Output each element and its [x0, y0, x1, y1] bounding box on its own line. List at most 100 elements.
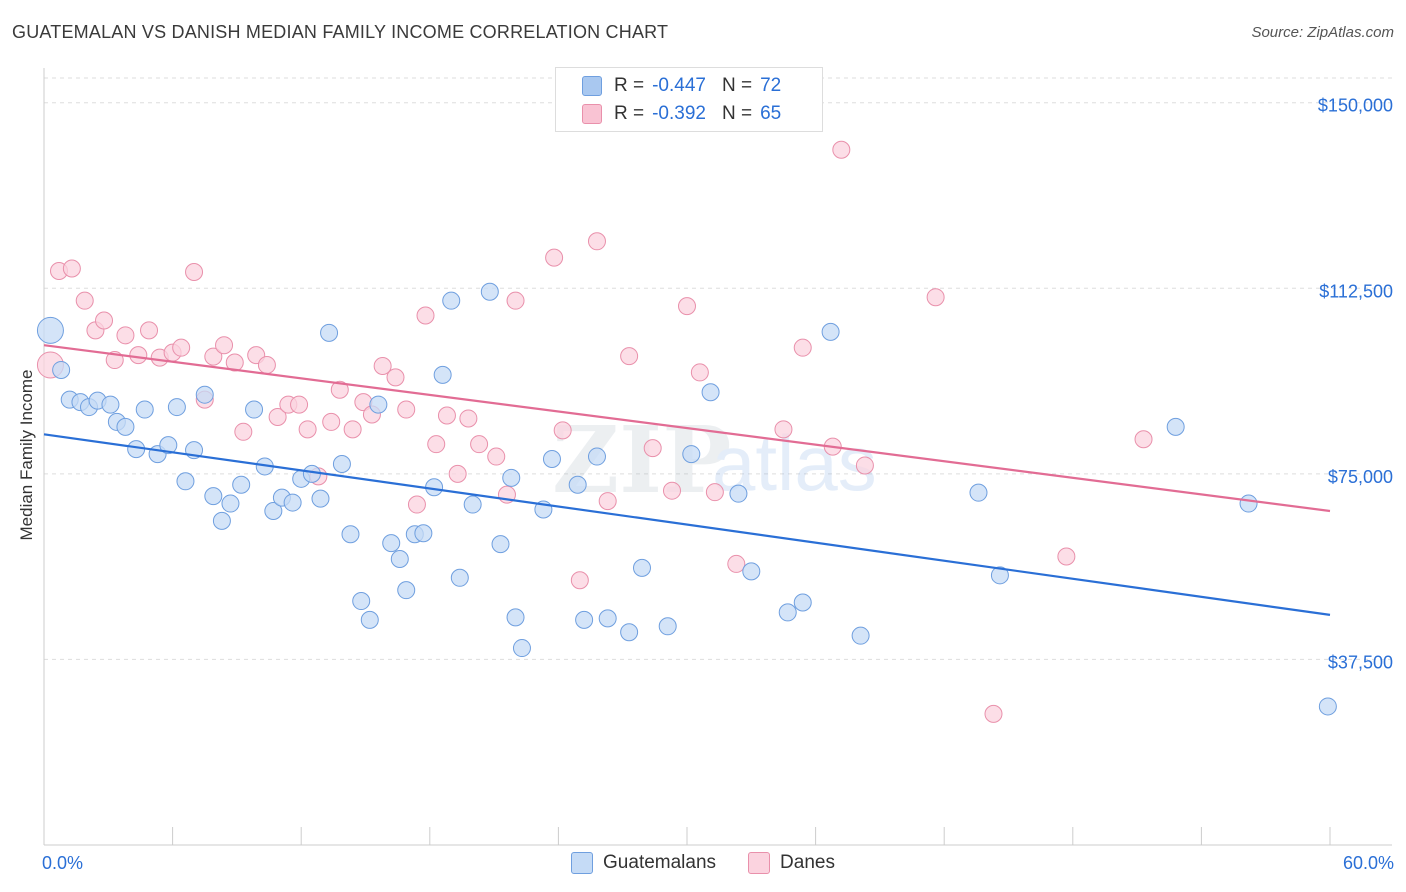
danes-point: [407, 495, 426, 514]
guatemalans-point: [135, 400, 154, 419]
guatemalans-point: [568, 475, 587, 494]
guatemalans-point: [480, 282, 499, 301]
guatemalans-point: [793, 593, 812, 612]
guatemalans-point: [512, 639, 531, 658]
danes-point: [487, 447, 506, 466]
stats-row-guatemalans: R = -0.447 N = 72: [582, 73, 781, 99]
guatemalans-points: [36, 282, 1337, 716]
danes-legend-swatch: [748, 852, 771, 874]
danes-point: [1134, 430, 1153, 449]
y-tick-label: $37,500: [1328, 652, 1393, 672]
danes-point: [553, 421, 572, 440]
y-tick-labels: $37,500 $75,000 $112,500 $150,000: [1318, 96, 1393, 673]
guatemalans-point: [1239, 494, 1258, 513]
legend-label: Danes: [780, 852, 835, 873]
danes-point: [225, 353, 244, 372]
guatemalans-point: [332, 454, 351, 473]
guatemalans-point: [620, 623, 639, 642]
danes-trend-line: [43, 344, 1331, 513]
danes-point: [643, 439, 662, 458]
danes-point: [95, 311, 114, 330]
guatemalans-point: [283, 493, 302, 512]
guatemalans-point: [701, 383, 720, 402]
danes-point: [330, 380, 349, 399]
danes-point: [437, 406, 456, 425]
guatemalans-point: [542, 450, 561, 469]
guatemalans-point: [742, 562, 761, 581]
guatemalans-point: [232, 475, 251, 494]
guatemalans-point: [778, 603, 797, 622]
guatemalans-point: [821, 322, 840, 341]
x-tick-min: 0.0%: [42, 853, 84, 873]
guatemalans-point: [658, 617, 677, 636]
danes-point: [678, 297, 696, 316]
danes-swatch: [582, 104, 602, 124]
danes-point: [545, 248, 564, 267]
y-tick-label: $75,000: [1328, 467, 1393, 487]
danes-point: [172, 338, 191, 357]
stats-legend: R = -0.447 N = 72 R = -0.392 N = 65: [555, 67, 823, 132]
n-value: 72: [760, 75, 782, 96]
danes-point: [705, 483, 724, 502]
source-note: Source: ZipAtlas.com: [1251, 24, 1394, 41]
guatemalans-point: [632, 558, 651, 577]
danes-point: [793, 338, 812, 357]
guatemalans-point: [204, 487, 223, 506]
danes-point: [984, 704, 1003, 723]
guatemalans-point: [302, 464, 321, 483]
n-label: N =: [721, 103, 753, 124]
danes-point: [204, 347, 223, 366]
guatemalans-point: [369, 395, 388, 414]
danes-point: [620, 347, 639, 366]
guatemalans-point: [969, 483, 988, 502]
danes-point: [662, 481, 681, 500]
watermark-zip: ZIP: [552, 406, 731, 514]
danes-point: [185, 262, 204, 281]
r-value: -0.392: [652, 103, 706, 124]
legend-label: Guatemalans: [603, 852, 717, 873]
n-value: 65: [760, 103, 782, 124]
guatemalans-point: [382, 534, 401, 553]
r-label: R =: [614, 75, 645, 96]
danes-point: [1057, 547, 1076, 566]
guatemalans-point: [414, 524, 433, 543]
guatemalans-point: [36, 316, 64, 344]
danes-point: [855, 456, 874, 475]
guatemalans-point: [264, 501, 283, 520]
danes-point: [373, 356, 392, 375]
guatemalans-point: [587, 447, 606, 466]
series-legend: Guatemalans Danes: [0, 852, 1406, 874]
guatemalans-point: [491, 535, 510, 554]
watermark: ZIP atlas: [552, 406, 877, 514]
trend-lines: [43, 344, 1331, 616]
danes-point: [774, 420, 793, 439]
stats-row-danes: R = -0.392 N = 65: [582, 101, 781, 127]
guatemalans-point: [195, 385, 214, 404]
danes-point: [322, 412, 341, 431]
guatemalans-point: [101, 395, 120, 414]
n-label: N =: [721, 75, 753, 96]
guatemalans-point: [352, 592, 371, 611]
x-tick-max: 60.0%: [1342, 853, 1394, 873]
guatemalans-point: [682, 445, 701, 464]
guatemalans-point: [360, 610, 379, 629]
guatemalans-trend-line: [43, 433, 1331, 616]
guatemalans-point: [598, 609, 617, 628]
danes-point: [75, 291, 94, 310]
guatemalans-swatch: [582, 76, 602, 96]
gridlines: [44, 77, 1392, 660]
danes-point: [215, 336, 234, 355]
guatemalans-point: [442, 291, 461, 310]
danes-point: [62, 259, 81, 278]
guatemalans-point: [575, 610, 594, 629]
danes-point: [129, 346, 148, 365]
guatemalans-point: [397, 581, 416, 600]
chart-title: GUATEMALAN VS DANISH MEDIAN FAMILY INCOM…: [12, 22, 669, 42]
guatemalans-point: [1318, 697, 1337, 716]
guatemalans-point: [1166, 417, 1185, 436]
guatemalans-point: [311, 489, 330, 508]
legend-item-danes[interactable]: Danes: [748, 852, 835, 874]
legend-item-guatemalans[interactable]: Guatemalans: [571, 852, 716, 874]
danes-point: [397, 400, 416, 419]
danes-point: [459, 409, 478, 428]
